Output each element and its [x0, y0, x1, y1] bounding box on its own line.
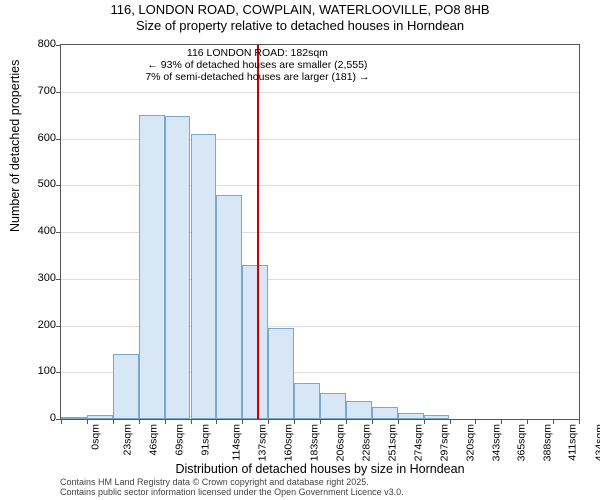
- x-tick-label: 434sqm: [593, 424, 600, 461]
- y-tick-label: 600: [16, 132, 56, 144]
- x-tick-label: 91sqm: [199, 424, 211, 456]
- x-tick-label: 114sqm: [230, 424, 242, 461]
- x-tick-label: 183sqm: [309, 424, 321, 461]
- histogram-bar: [398, 413, 424, 419]
- property-size-chart: 116, LONDON ROAD, COWPLAIN, WATERLOOVILL…: [0, 0, 600, 500]
- histogram-bar: [346, 401, 372, 419]
- y-tick-mark: [56, 92, 61, 93]
- y-tick-mark: [56, 279, 61, 280]
- histogram-bar: [165, 116, 191, 419]
- histogram-bar: [61, 417, 87, 419]
- histogram-bar: [372, 407, 398, 419]
- x-tick-label: 160sqm: [283, 424, 295, 461]
- x-tick-label: 46sqm: [147, 424, 159, 456]
- histogram-bar: [87, 415, 113, 419]
- y-tick-label: 800: [16, 38, 56, 50]
- annotation-line-2: ← 93% of detached houses are smaller (2,…: [145, 59, 369, 71]
- gridline: [61, 92, 579, 93]
- x-tick-label: 228sqm: [360, 424, 372, 461]
- chart-title-sub: Size of property relative to detached ho…: [0, 18, 600, 34]
- histogram-bar: [216, 195, 242, 419]
- x-tick-mark: [139, 419, 140, 424]
- x-tick-label: 0sqm: [90, 424, 102, 450]
- plot-area: 116 LONDON ROAD: 182sqm ← 93% of detache…: [60, 44, 580, 420]
- chart-title-main: 116, LONDON ROAD, COWPLAIN, WATERLOOVILL…: [0, 2, 600, 18]
- chart-footer: Contains HM Land Registry data © Crown c…: [60, 478, 404, 498]
- x-tick-label: 69sqm: [173, 424, 185, 456]
- y-tick-mark: [56, 139, 61, 140]
- histogram-bar: [294, 383, 320, 419]
- y-tick-mark: [56, 45, 61, 46]
- y-tick-mark: [56, 372, 61, 373]
- histogram-bar: [191, 134, 217, 419]
- x-tick-mark: [61, 419, 62, 424]
- x-axis-label: Distribution of detached houses by size …: [60, 462, 580, 476]
- y-tick-label: 200: [16, 319, 56, 331]
- x-tick-label: 23sqm: [121, 424, 133, 456]
- marker-line: [257, 45, 259, 419]
- histogram-bar: [268, 328, 294, 419]
- x-tick-label: 206sqm: [334, 424, 346, 461]
- x-tick-mark: [216, 419, 217, 424]
- x-tick-label: 388sqm: [542, 424, 554, 461]
- x-tick-label: 137sqm: [257, 424, 269, 461]
- x-tick-label: 274sqm: [412, 424, 424, 461]
- y-tick-label: 500: [16, 178, 56, 190]
- x-tick-label: 320sqm: [464, 424, 476, 461]
- y-tick-mark: [56, 185, 61, 186]
- histogram-bar: [424, 415, 450, 419]
- annotation-line-1: 116 LONDON ROAD: 182sqm: [145, 47, 369, 59]
- x-tick-label: 251sqm: [386, 424, 398, 461]
- x-tick-mark: [191, 419, 192, 424]
- histogram-bar: [242, 265, 268, 419]
- y-tick-mark: [56, 232, 61, 233]
- footer-line-2: Contains public sector information licen…: [60, 488, 404, 498]
- histogram-bar: [139, 115, 165, 419]
- x-tick-mark: [87, 419, 88, 424]
- y-tick-label: 400: [16, 225, 56, 237]
- annotation-line-3: 7% of semi-detached houses are larger (1…: [145, 71, 369, 83]
- y-tick-label: 700: [16, 85, 56, 97]
- x-tick-label: 365sqm: [516, 424, 528, 461]
- x-tick-mark: [165, 419, 166, 424]
- y-tick-label: 100: [16, 365, 56, 377]
- x-tick-mark: [579, 419, 580, 424]
- x-tick-label: 343sqm: [490, 424, 502, 461]
- chart-title-block: 116, LONDON ROAD, COWPLAIN, WATERLOOVILL…: [0, 2, 600, 35]
- histogram-bar: [113, 354, 139, 419]
- y-tick-mark: [56, 326, 61, 327]
- marker-annotation: 116 LONDON ROAD: 182sqm ← 93% of detache…: [145, 47, 369, 83]
- x-tick-mark: [113, 419, 114, 424]
- y-tick-label: 300: [16, 272, 56, 284]
- y-tick-label: 0: [16, 412, 56, 424]
- x-tick-label: 411sqm: [567, 424, 579, 461]
- x-tick-label: 297sqm: [438, 424, 450, 461]
- histogram-bar: [320, 393, 346, 419]
